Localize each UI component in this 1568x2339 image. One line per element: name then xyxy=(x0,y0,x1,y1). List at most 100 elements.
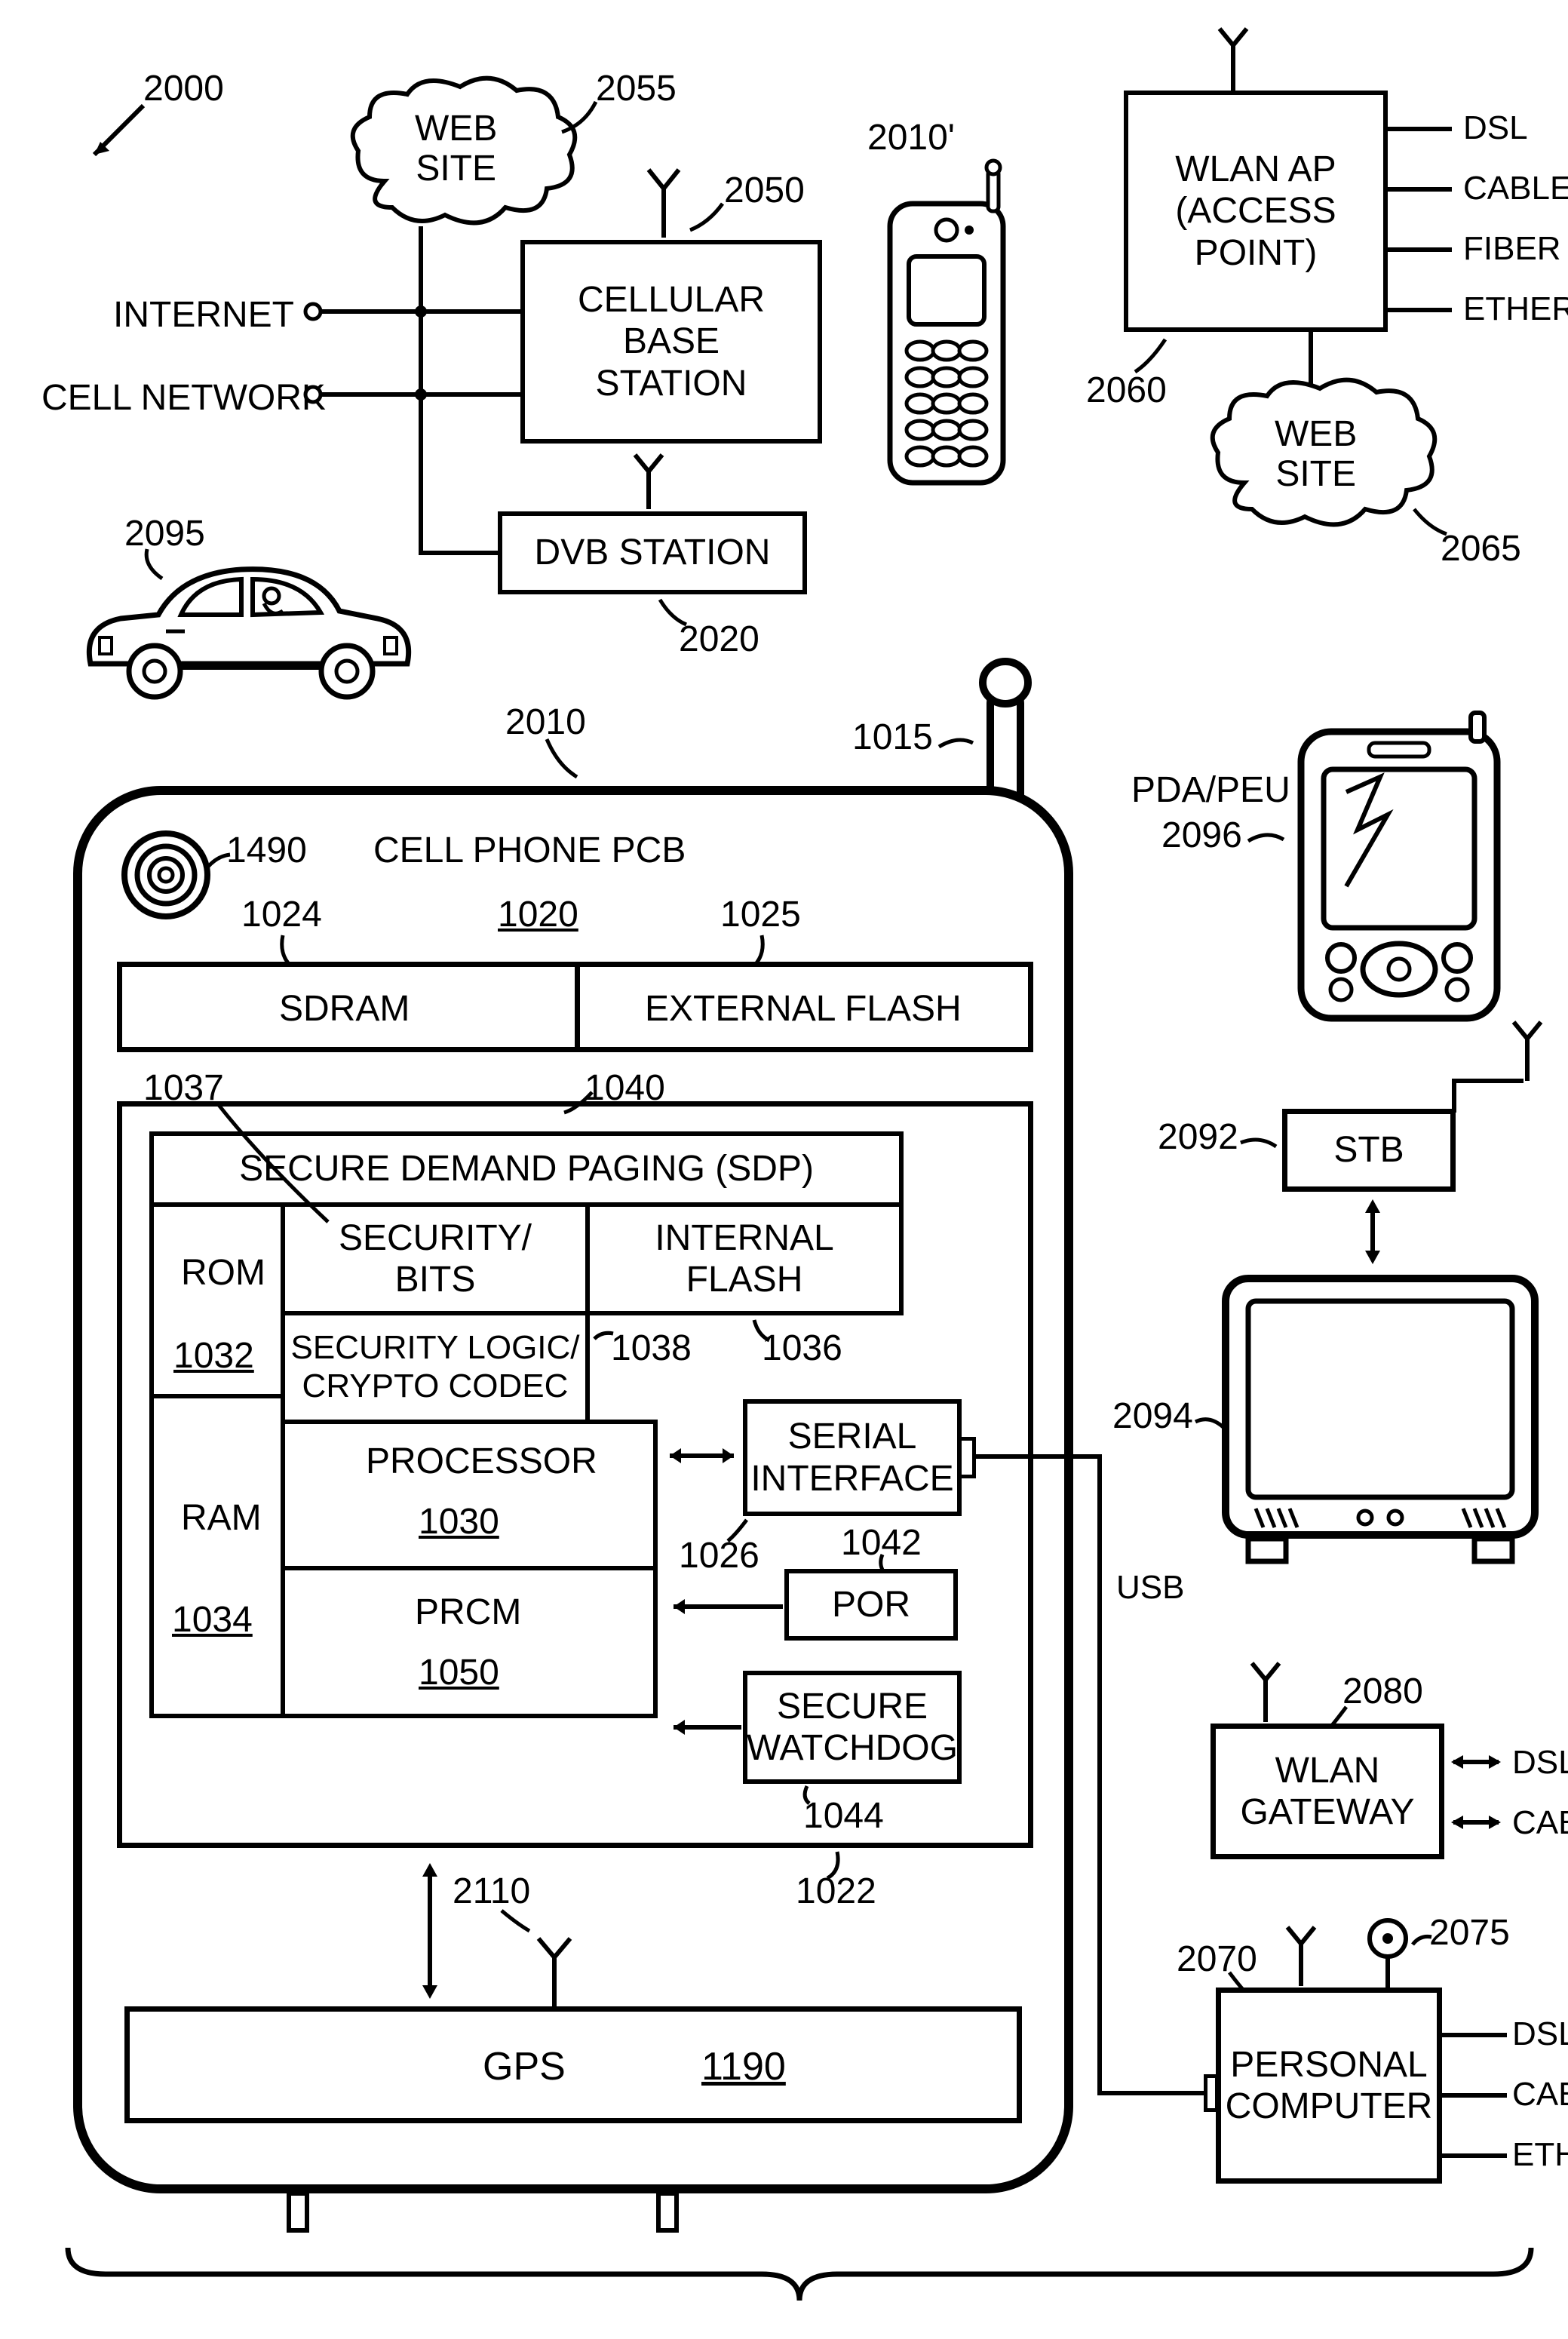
leader-line xyxy=(686,200,732,238)
dvb-station: DVB STATION xyxy=(498,511,807,594)
wlan-ap-eth: ETHERNET xyxy=(1463,290,1568,328)
ram-ref: 1034 xyxy=(172,1599,253,1641)
webcam-icon xyxy=(1358,1916,1418,1991)
pcb-ref: 1020 xyxy=(498,894,578,935)
gps-label: GPS xyxy=(483,2044,566,2089)
double-arrow-icon xyxy=(407,1848,453,2014)
gw-cable: CABLE xyxy=(1512,1804,1568,1842)
cell-network-label: CELL NETWORK xyxy=(41,377,326,419)
ram-label: RAM xyxy=(181,1497,262,1539)
wire xyxy=(419,392,524,397)
pc-cable: CABLE xyxy=(1512,2076,1568,2113)
connector-icon xyxy=(958,1437,976,1478)
wire xyxy=(1384,187,1452,192)
extflash-label: EXTERNAL FLASH xyxy=(645,988,962,1030)
camera-ref: 1490 xyxy=(226,830,307,871)
wire xyxy=(1384,127,1452,131)
wlan-gateway-block: WLANGATEWAY xyxy=(1211,1724,1444,1859)
car-icon xyxy=(68,543,430,724)
wlan-ap: WLAN AP(ACCESSPOINT) xyxy=(1124,91,1388,332)
wire xyxy=(419,551,502,555)
leader-line xyxy=(818,1848,848,1882)
wire xyxy=(419,396,423,554)
por-block: POR xyxy=(784,1569,958,1641)
cell-base-ref: 2050 xyxy=(724,170,805,211)
pc-dsl: DSL xyxy=(1512,2015,1568,2053)
rom-label: ROM xyxy=(181,1252,265,1294)
leader-line xyxy=(136,547,173,585)
pda-label: PDA/PEU xyxy=(1131,769,1290,811)
cellphone-icon xyxy=(867,158,1026,498)
antenna-icon xyxy=(1505,1014,1550,1086)
pcb-title: CELL PHONE PCB xyxy=(373,830,686,871)
gps-block xyxy=(124,2006,1022,2123)
pda-ref: 2096 xyxy=(1161,815,1242,856)
gps-ref: 1190 xyxy=(701,2044,786,2089)
double-arrow-icon xyxy=(1350,1190,1395,1273)
wlan-ap-dsl: DSL xyxy=(1463,109,1528,147)
internal-flash-block: INTERNALFLASH xyxy=(585,1202,904,1315)
antenna-icon xyxy=(1243,1656,1288,1727)
pda-icon xyxy=(1282,709,1524,1041)
wire xyxy=(1384,308,1452,312)
website-label: WEBSITE xyxy=(415,109,497,189)
extflash-ref: 1025 xyxy=(720,894,801,935)
security-logic-block: SECURITY LOGIC/CRYPTO CODEC xyxy=(281,1311,590,1424)
leader-line xyxy=(591,1328,621,1358)
leader-line xyxy=(871,1552,894,1575)
wire xyxy=(1439,2153,1507,2158)
pc-eth: ETHERNET xyxy=(1512,2136,1568,2174)
phone-port-icon xyxy=(287,2191,309,2233)
divider xyxy=(575,962,580,1052)
wire xyxy=(419,309,524,314)
internet-label: INTERNET xyxy=(113,294,294,336)
leader-line xyxy=(1410,505,1456,543)
wire xyxy=(1452,1079,1456,1113)
secbits-leader-ref: 1037 xyxy=(143,1067,224,1109)
leader-line xyxy=(558,98,611,143)
tv-icon xyxy=(1214,1267,1554,1592)
sdram-ref: 1024 xyxy=(241,894,322,935)
leader-line xyxy=(215,1097,336,1229)
stb-block: STB xyxy=(1282,1109,1456,1192)
antenna-icon xyxy=(1211,23,1256,98)
leader-line xyxy=(1409,1931,1435,1954)
antenna-icon xyxy=(1278,1920,1324,1991)
wire xyxy=(975,1454,1101,1459)
antenna-ref: 1015 xyxy=(852,717,933,758)
leader-line xyxy=(558,1086,596,1120)
sdp-ref: 1040 xyxy=(585,1067,665,1109)
leader-line xyxy=(656,596,694,634)
antenna-icon xyxy=(528,1931,581,2014)
arrow-icon xyxy=(655,1712,749,1742)
personal-computer-block: PERSONALCOMPUTER xyxy=(1216,1988,1442,2184)
leader-line xyxy=(1131,336,1177,381)
leader-line xyxy=(204,849,234,879)
wire xyxy=(1439,2033,1507,2037)
wire xyxy=(1384,247,1452,252)
wire xyxy=(1097,1454,1102,2095)
seclogic-ref: 1038 xyxy=(611,1328,692,1369)
processor-ref: 1030 xyxy=(419,1501,499,1542)
wlan-ap-fiber: FIBER xyxy=(1463,230,1561,268)
prcm-block xyxy=(281,1566,658,1718)
rom-ref: 1032 xyxy=(173,1335,254,1377)
antenna-icon xyxy=(626,449,671,517)
wire xyxy=(321,309,422,314)
prcm-ref: 1050 xyxy=(419,1652,499,1693)
leader-line xyxy=(543,735,588,788)
double-arrow-icon xyxy=(1442,1748,1510,1776)
arrow-icon xyxy=(655,1592,790,1622)
leader-line xyxy=(724,1516,754,1546)
cellular-base-station: CELLULARBASESTATION xyxy=(520,240,822,444)
gw-dsl: DSL xyxy=(1512,1744,1568,1782)
double-arrow-icon xyxy=(1442,1809,1510,1836)
double-arrow-icon xyxy=(655,1441,749,1471)
arrow-icon xyxy=(83,98,158,173)
usb-label: USB xyxy=(1116,1569,1184,1607)
leader-line xyxy=(747,1316,777,1346)
sdram-label: SDRAM xyxy=(279,988,410,1030)
website-label: WEBSITE xyxy=(1275,415,1357,495)
cam-ref: 2075 xyxy=(1429,1912,1510,1954)
leader-line xyxy=(796,1784,818,1806)
